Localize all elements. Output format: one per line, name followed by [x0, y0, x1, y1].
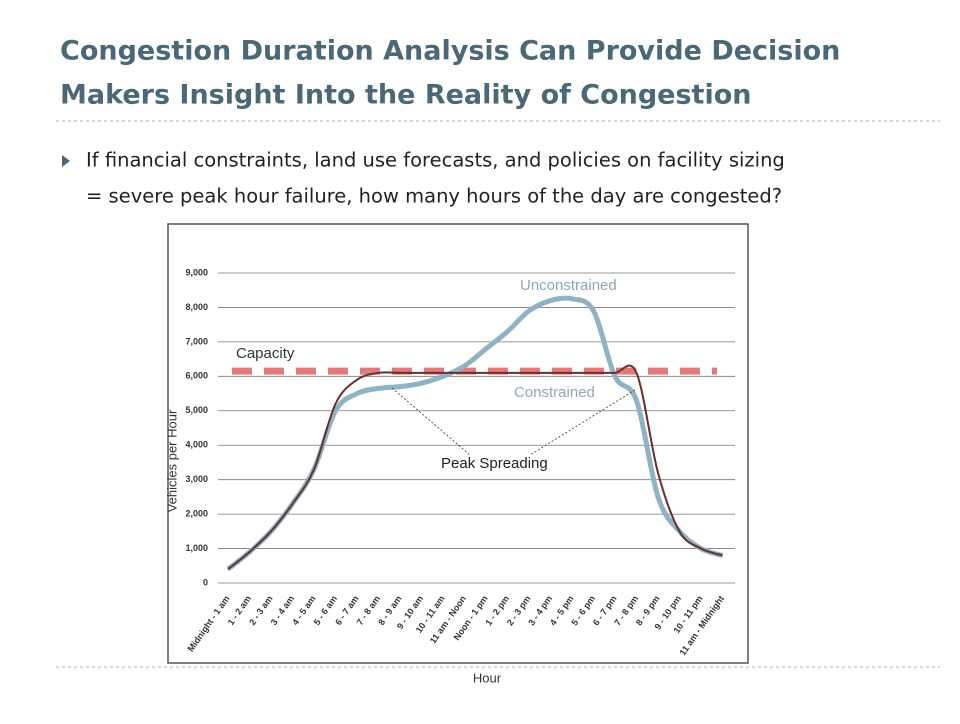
y-tick-label: 9,000 — [185, 267, 208, 277]
y-tick-label: 2,000 — [185, 508, 208, 518]
y-tick-label: 6,000 — [185, 371, 208, 381]
plot: 0 1,000 2,000 3,000 4,000 5,000 6,000 7,000 8,00… — [164, 267, 735, 685]
slide-title: Makers Insight Into the Reality of Conge… — [60, 80, 752, 111]
y-tick-label: 1,000 — [185, 543, 208, 553]
annotation: Peak Spreading — [441, 455, 548, 472]
x-axis-label: Hour — [473, 670, 502, 685]
series-label: Unconstrained — [520, 277, 617, 294]
y-tick-label: 7,000 — [185, 336, 208, 346]
series-label: Constrained — [514, 384, 595, 401]
bullet-text: If financial constraints, land use forec… — [86, 149, 785, 172]
capacity-label: Capacity — [236, 345, 295, 362]
y-axis-label: Vehicles per Hour — [164, 409, 179, 512]
bullet-text: = severe peak hour failure, how many hou… — [86, 185, 782, 208]
slide-title: Congestion Duration Analysis Can Provide… — [60, 36, 840, 67]
y-tick-label: 3,000 — [185, 474, 208, 484]
annotation-leader — [391, 387, 471, 456]
y-tick-label: 8,000 — [185, 302, 208, 312]
series-line — [227, 364, 723, 571]
annotation-leader — [529, 389, 636, 456]
y-tick-label: 5,000 — [185, 405, 208, 415]
y-tick-label: 0 — [203, 577, 208, 587]
bullet-icon — [62, 155, 70, 167]
y-tick-label: 4,000 — [185, 440, 208, 450]
